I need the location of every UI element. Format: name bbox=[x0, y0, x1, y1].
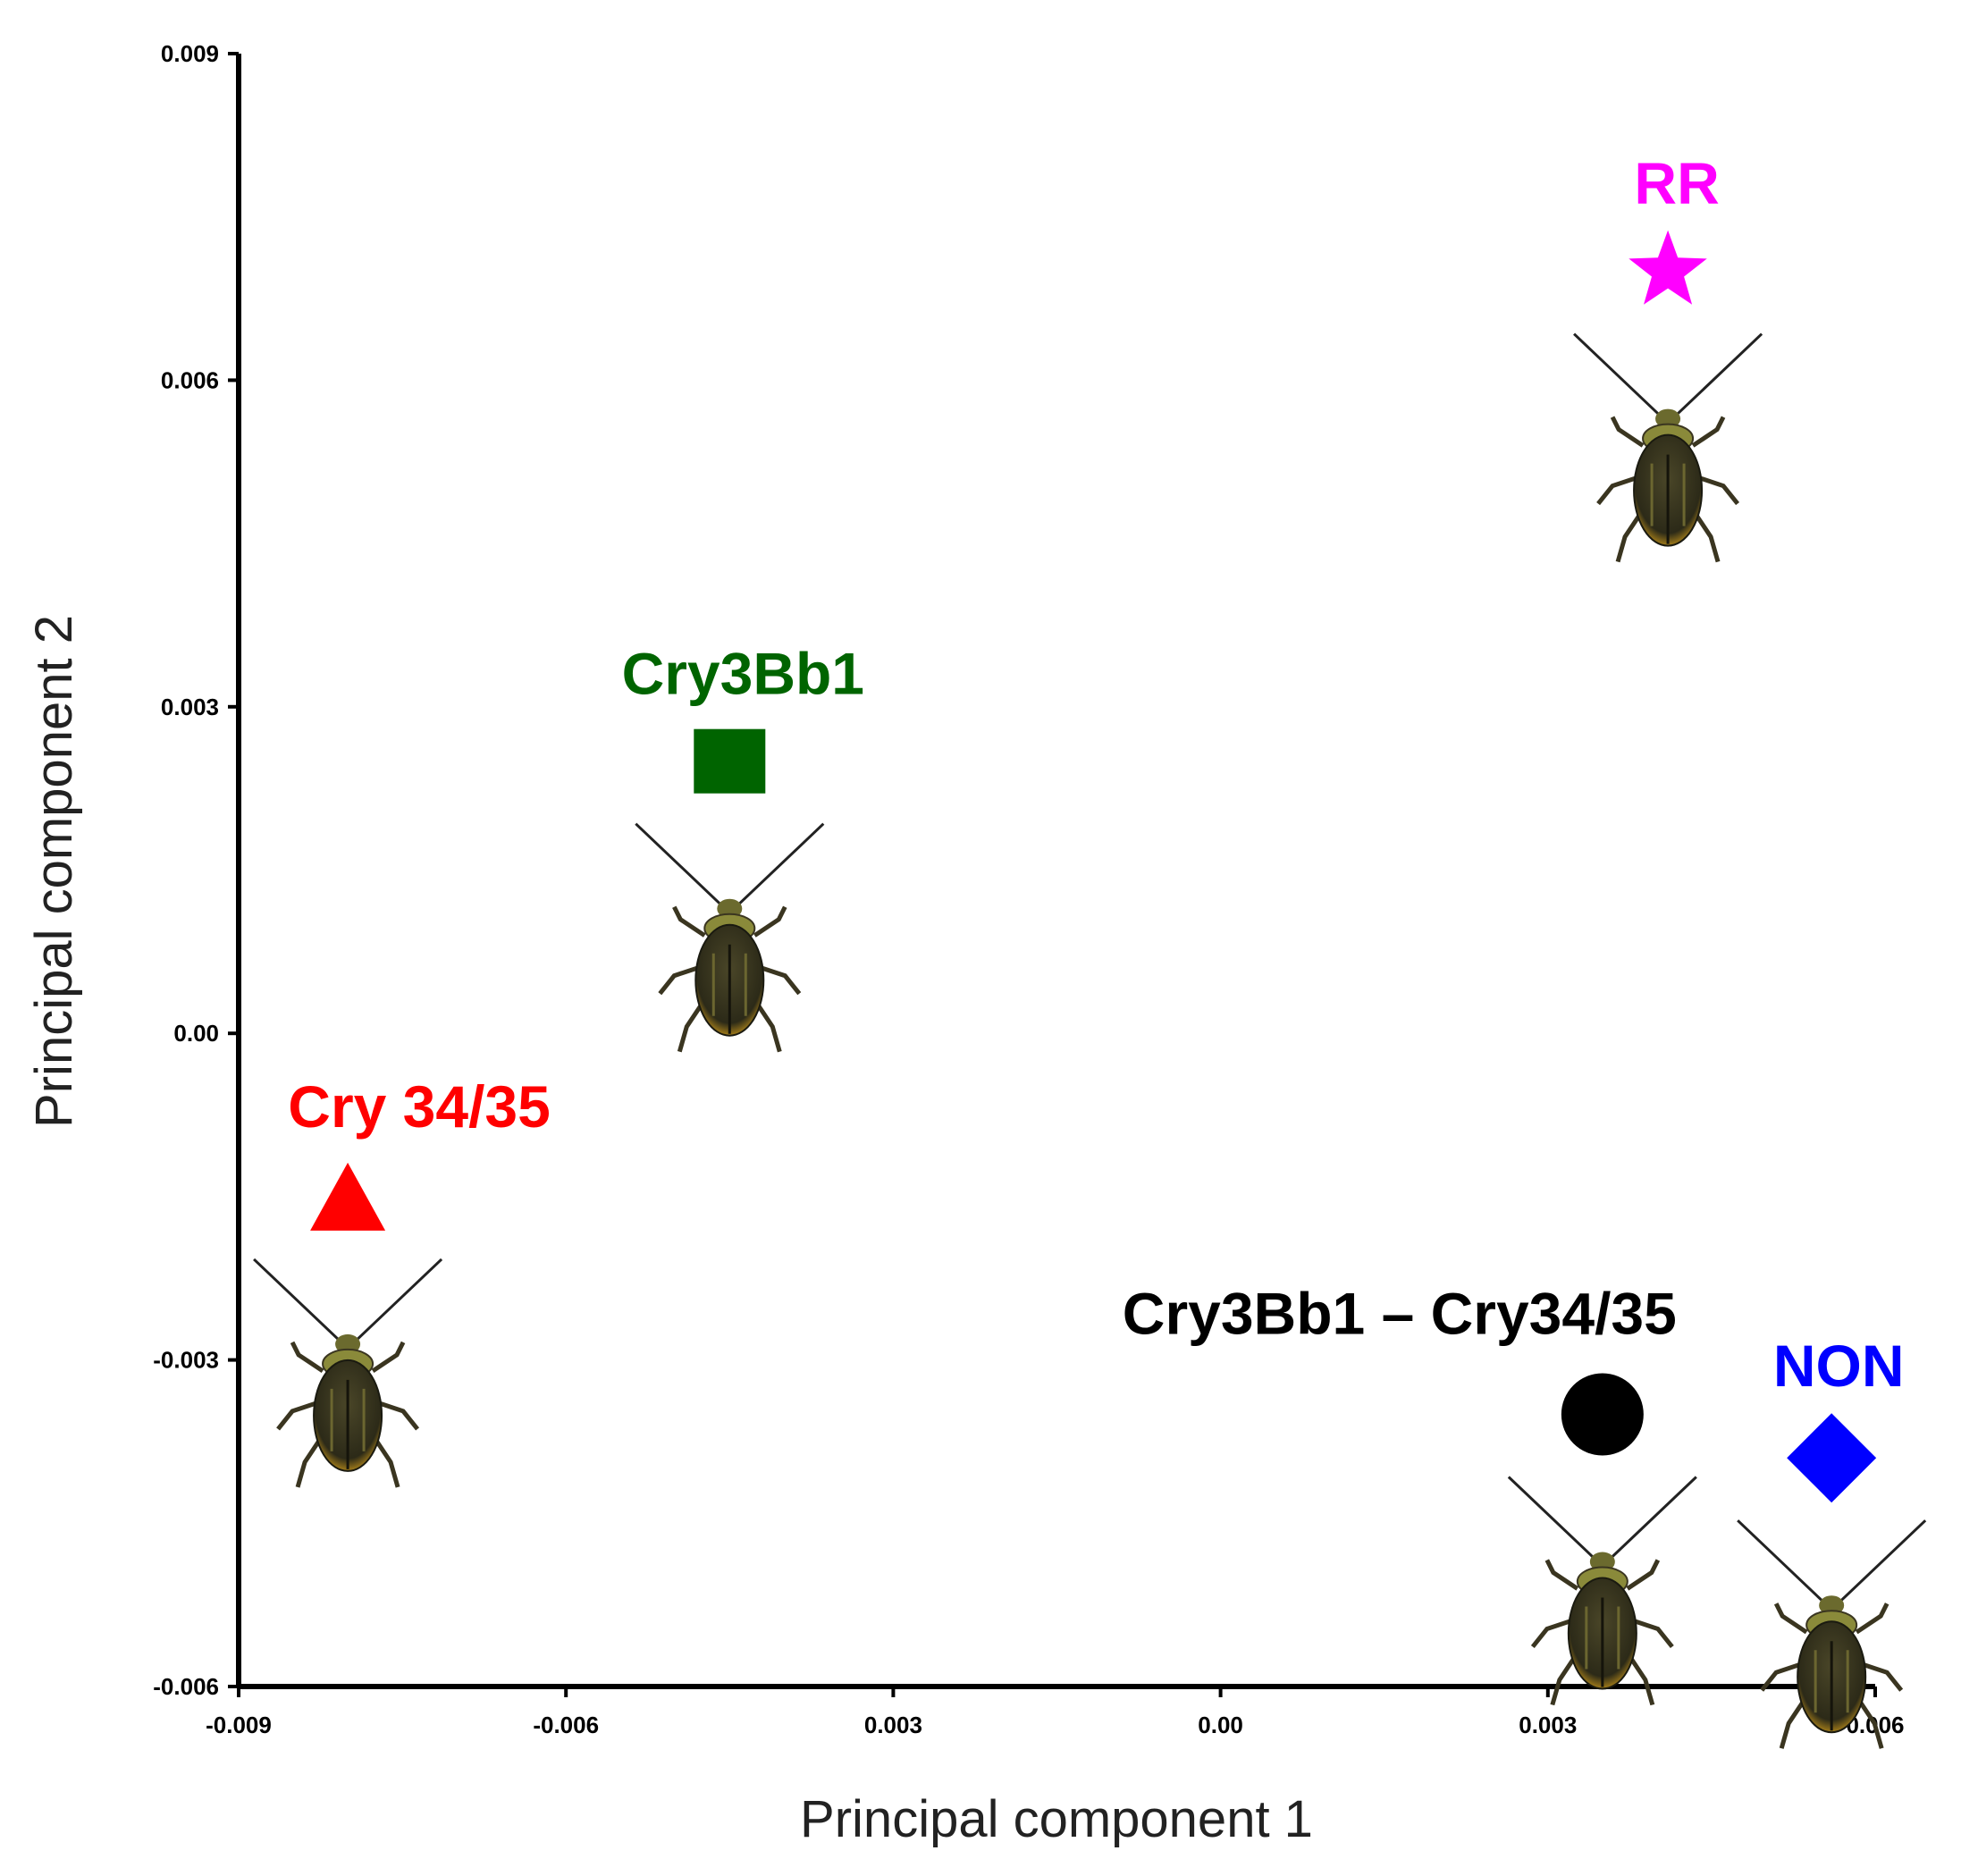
marker-cry-34-35 bbox=[310, 1162, 386, 1231]
y-ticks: 0.009 0.006 0.003 0.00 -0.003 -0.006 bbox=[153, 40, 239, 1700]
y-tick-label: 0.006 bbox=[161, 366, 219, 393]
beetle-illustration-rr bbox=[1574, 334, 1762, 562]
y-tick-label: 0.003 bbox=[161, 694, 219, 720]
x-tick-label: 0.003 bbox=[1519, 1712, 1577, 1738]
y-tick-label: -0.006 bbox=[153, 1673, 219, 1700]
x-tick-label: -0.006 bbox=[533, 1712, 599, 1738]
x-tick-label: 0.003 bbox=[864, 1712, 922, 1738]
marker-cry3bb1 bbox=[694, 728, 766, 794]
label-rr: RR bbox=[1634, 150, 1719, 216]
label-cry-34-35: Cry 34/35 bbox=[288, 1073, 551, 1140]
beetle-illustration-cry-34-35 bbox=[254, 1259, 442, 1487]
beetle-images bbox=[254, 334, 1925, 1749]
marker-cry3bb1-cry34-35 bbox=[1561, 1373, 1644, 1456]
label-cry3bb1: Cry3Bb1 bbox=[622, 641, 864, 707]
y-tick-label: 0.009 bbox=[161, 40, 219, 67]
group-labels: Cry 34/35 Cry3Bb1 RR Cry3Bb1 – Cry34/35 NON bbox=[288, 150, 1904, 1400]
y-tick-label: -0.003 bbox=[153, 1347, 219, 1374]
data-markers bbox=[310, 230, 1877, 1503]
y-axis-title: Principal component 2 bbox=[25, 615, 83, 1128]
x-tick-label: -0.009 bbox=[206, 1712, 272, 1738]
marker-non bbox=[1787, 1413, 1877, 1503]
beetle-illustration-cry3bb1 bbox=[635, 824, 823, 1052]
beetle-illustration-cry3bb1-cry34-35 bbox=[1509, 1477, 1696, 1705]
x-tick-label: 0.00 bbox=[1198, 1712, 1243, 1738]
x-axis-title: Principal component 1 bbox=[800, 1790, 1313, 1848]
label-cry3bb1-cry34-35: Cry3Bb1 – Cry34/35 bbox=[1123, 1281, 1677, 1347]
y-tick-label: 0.00 bbox=[173, 1020, 219, 1047]
label-non: NON bbox=[1773, 1333, 1905, 1399]
marker-rr bbox=[1629, 230, 1707, 305]
